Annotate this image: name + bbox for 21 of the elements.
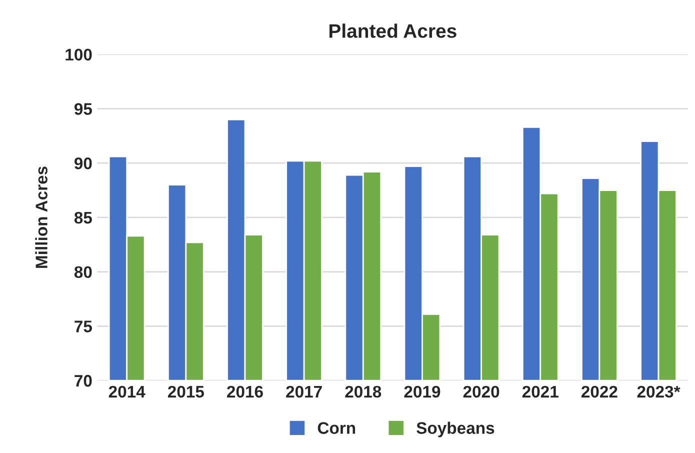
x-tick-label: 2015 [168,386,204,398]
x-tick-label: 2014 [108,386,146,398]
x-tick-label: 2020 [463,386,500,398]
x-tick-label: 2016 [227,386,263,398]
y-tick-label: 90 [74,157,92,170]
x-tick-label: 2023* [637,386,680,398]
y-tick-label: 100 [66,48,92,61]
y-tick-label: 75 [74,320,92,332]
x-tick-label: 2018 [345,386,382,398]
y-tick-label: 80 [74,266,92,278]
y-axis-title: Million Acres [35,166,48,268]
x-tick-label: 2022 [581,386,618,398]
legend-label: Corn [318,422,356,434]
x-tick-label: 2017 [286,386,322,398]
x-tick-label: 2019 [404,386,440,398]
legend-label: Soybeans [416,422,494,438]
chart-title: Planted Acres [330,24,456,38]
y-tick-label: 85 [74,212,92,224]
y-tick-label: 95 [74,103,92,115]
x-tick-label: 2021 [522,386,558,398]
y-tick-label: 70 [74,374,92,387]
